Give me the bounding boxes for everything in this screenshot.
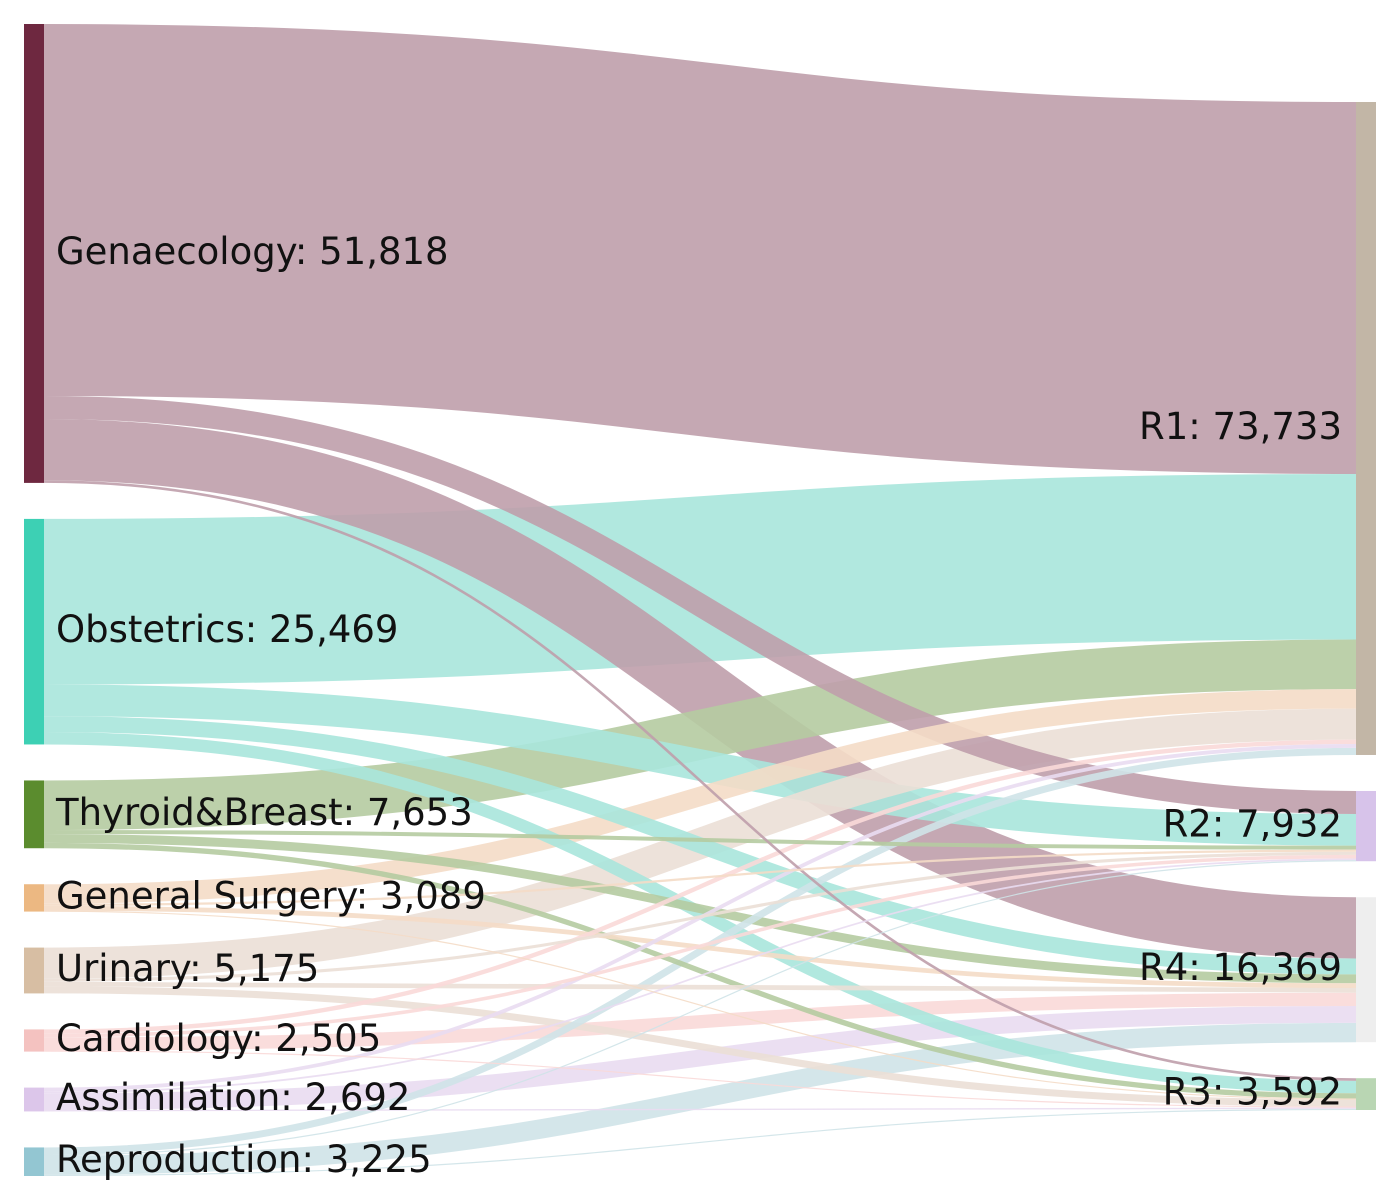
source-node-obstetrics — [24, 518, 44, 745]
source-node-reproduction — [24, 1147, 44, 1176]
link-cardiology-to-r4 — [43, 992, 1357, 1051]
link-reproduction-to-r4 — [43, 1022, 1357, 1175]
sankey-links — [43, 24, 1357, 1177]
link-urinary-to-r2 — [43, 851, 1357, 982]
link-general-surgery-to-r3 — [43, 910, 1357, 1100]
source-label-assimilation: Assimilation: 2,692 — [56, 1076, 410, 1119]
link-obstetrics-to-r4 — [43, 716, 1357, 975]
sankey-nodes — [24, 24, 1376, 1176]
link-reproduction-to-r1 — [43, 747, 1357, 1155]
link-thyroid-breast-to-r3 — [43, 842, 1357, 1099]
link-assimilation-to-r4 — [43, 1005, 1357, 1111]
link-assimilation-to-r3 — [43, 1107, 1357, 1112]
link-thyroid-breast-to-r2 — [43, 830, 1357, 850]
source-node-thyroid-breast — [24, 780, 44, 849]
link-urinary-to-r4 — [43, 981, 1357, 993]
link-reproduction-to-r2 — [43, 860, 1357, 1156]
sankey-labels: Genaecology: 51,818 Obstetrics: 25,469 Thy… — [55, 230, 1342, 1181]
target-label-r2: R2: 7,932 — [1163, 803, 1342, 846]
link-cardiology-to-r3 — [43, 1050, 1357, 1108]
link-general-surgery-to-r2 — [43, 849, 1357, 906]
target-node-r4 — [1356, 897, 1376, 1043]
source-label-obstetrics: Obstetrics: 25,469 — [56, 608, 398, 651]
link-obstetrics-to-r2 — [43, 684, 1357, 846]
link-assimilation-to-r2 — [43, 858, 1357, 1094]
source-label-thyroid-breast: Thyroid&Breast: 7,653 — [55, 791, 473, 834]
target-node-r1 — [1356, 102, 1376, 755]
link-cardiology-to-r2 — [43, 854, 1357, 1038]
link-thyroid-breast-to-r1 — [43, 639, 1357, 831]
source-label-general-surgery: General Surgery: 3,089 — [56, 874, 486, 917]
source-label-reproduction: Reproduction: 3,225 — [56, 1138, 432, 1181]
link-genaecology-to-r1 — [43, 24, 1357, 474]
source-node-genaecology — [24, 24, 44, 483]
link-general-surgery-to-r1 — [43, 689, 1357, 904]
source-label-genaecology: Genaecology: 51,818 — [56, 230, 449, 273]
link-urinary-to-r3 — [43, 986, 1357, 1107]
link-reproduction-to-r3 — [43, 1108, 1357, 1177]
link-genaecology-to-r4 — [43, 418, 1357, 959]
source-label-urinary: Urinary: 5,175 — [56, 947, 319, 990]
source-node-assimilation — [24, 1087, 44, 1112]
link-obstetrics-to-r1 — [43, 473, 1357, 685]
target-node-r3 — [1356, 1078, 1376, 1110]
source-node-urinary — [24, 947, 44, 994]
link-thyroid-breast-to-r4 — [43, 834, 1357, 984]
target-label-r4: R4: 16,369 — [1139, 946, 1342, 989]
target-node-r2 — [1356, 790, 1376, 862]
target-label-r3: R3: 3,592 — [1163, 1071, 1342, 1114]
link-genaecology-to-r3 — [43, 480, 1357, 1081]
source-node-general-surgery — [24, 884, 44, 912]
source-node-cardiology — [24, 1029, 44, 1052]
target-label-r1: R1: 73,733 — [1139, 405, 1342, 448]
link-cardiology-to-r1 — [43, 739, 1357, 1034]
source-label-cardiology: Cardiology: 2,505 — [56, 1017, 381, 1060]
